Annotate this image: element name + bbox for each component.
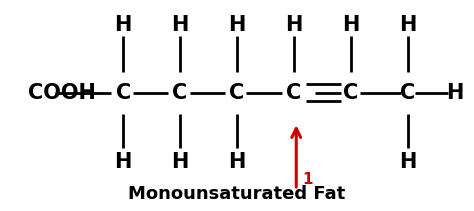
Text: C: C — [229, 83, 245, 103]
Text: C: C — [116, 83, 131, 103]
Text: H: H — [228, 15, 246, 35]
Text: C: C — [400, 83, 415, 103]
Text: H: H — [172, 153, 189, 172]
Text: H: H — [285, 15, 302, 35]
Text: H: H — [342, 15, 359, 35]
Text: H: H — [447, 83, 464, 103]
Text: Monounsaturated Fat: Monounsaturated Fat — [128, 185, 346, 203]
Text: H: H — [399, 153, 416, 172]
Text: H: H — [172, 15, 189, 35]
Text: H: H — [399, 15, 416, 35]
Text: H: H — [115, 153, 132, 172]
Text: COOH: COOH — [28, 83, 96, 103]
Text: 1: 1 — [302, 172, 313, 187]
Text: H: H — [115, 15, 132, 35]
Text: C: C — [286, 83, 301, 103]
Text: C: C — [343, 83, 358, 103]
Text: C: C — [173, 83, 188, 103]
Text: H: H — [228, 153, 246, 172]
